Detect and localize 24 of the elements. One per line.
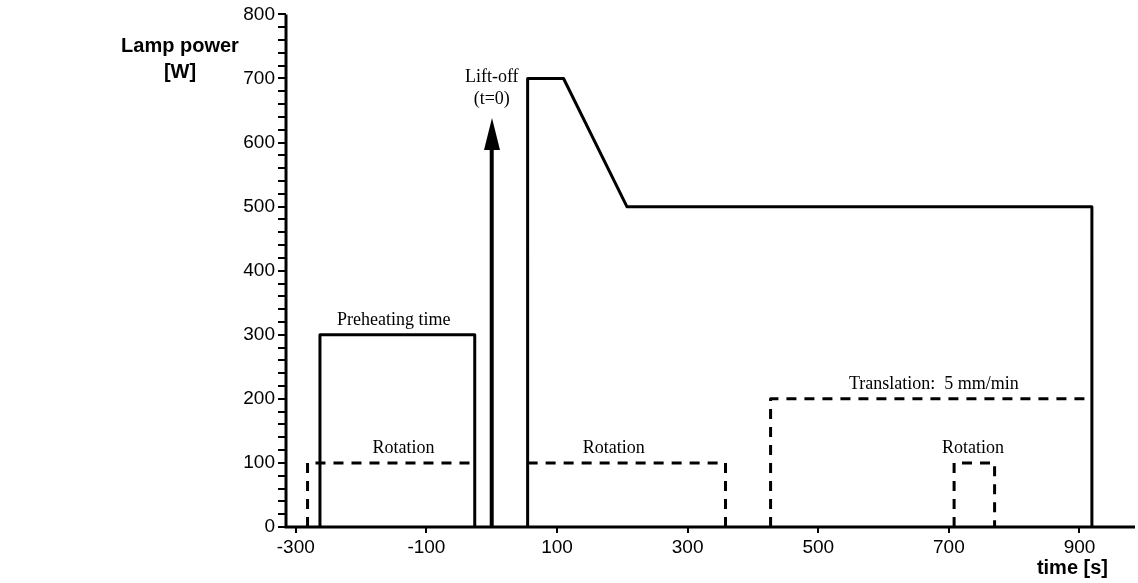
y-tick-label: 400 (243, 258, 275, 280)
y-axis-title: Lamp power [W] (121, 33, 240, 82)
y-tick-label: 600 (243, 130, 275, 152)
x-tick-label: 300 (671, 535, 704, 557)
annotation: Preheating time (337, 308, 451, 329)
ref-line-label: Lift-off (t=0) (464, 66, 519, 110)
x-tick-label: 100 (541, 535, 573, 557)
annotation: Rotation (372, 436, 435, 457)
y-tick-label: 500 (243, 194, 275, 216)
x-axis-title: time [s] (1036, 555, 1108, 578)
x-tick-label: 700 (933, 535, 965, 557)
x-tick-label: 900 (1063, 535, 1096, 557)
y-tick-label: 0 (264, 515, 275, 537)
annotation: Rotation (942, 436, 1005, 457)
y-tick-label: 800 (243, 2, 275, 24)
annotation: Translation: 5 mm/min (848, 372, 1019, 393)
x-tick-label: -300 (276, 535, 315, 557)
annotation: Rotation (582, 436, 645, 457)
y-tick-label: 300 (243, 323, 275, 345)
y-tick-label: 700 (243, 66, 275, 88)
x-tick-label: -100 (407, 535, 446, 557)
y-tick-label: 100 (243, 451, 275, 473)
y-tick-label: 200 (243, 387, 275, 409)
x-tick-label: 500 (802, 535, 835, 557)
